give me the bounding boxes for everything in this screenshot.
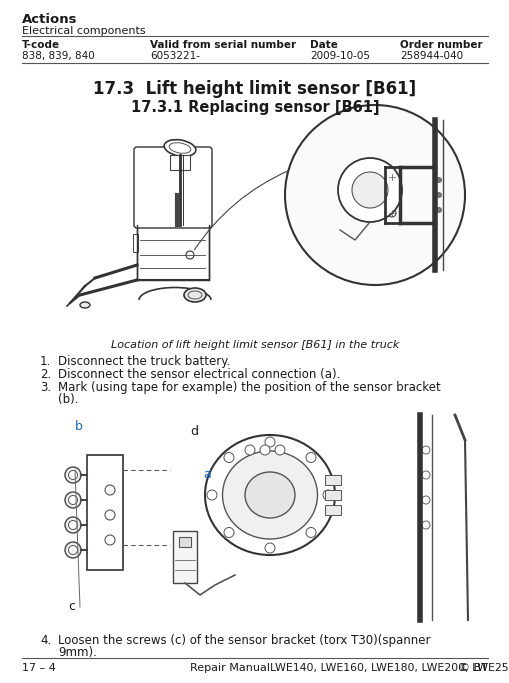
Circle shape <box>285 105 464 285</box>
Circle shape <box>68 520 77 529</box>
Text: Date: Date <box>309 40 337 50</box>
Circle shape <box>65 467 81 483</box>
Circle shape <box>265 437 274 447</box>
Circle shape <box>260 445 269 455</box>
Circle shape <box>421 496 429 504</box>
Circle shape <box>68 546 77 555</box>
Text: 17 – 4: 17 – 4 <box>22 663 56 673</box>
Text: Mark (using tape for example) the position of the sensor bracket: Mark (using tape for example) the positi… <box>58 381 440 394</box>
Circle shape <box>421 521 429 529</box>
Text: Loosen the screws (c) of the sensor bracket (torx T30)(spanner: Loosen the screws (c) of the sensor brac… <box>58 634 430 647</box>
Ellipse shape <box>80 302 90 308</box>
Text: 4.: 4. <box>40 634 51 647</box>
Text: 2009-10-05: 2009-10-05 <box>309 51 369 61</box>
Ellipse shape <box>169 143 190 153</box>
Text: Valid from serial number: Valid from serial number <box>150 40 296 50</box>
Circle shape <box>436 208 441 212</box>
Circle shape <box>244 445 254 455</box>
Circle shape <box>274 445 285 455</box>
Text: 3.: 3. <box>40 381 51 394</box>
Bar <box>324 475 341 485</box>
Bar <box>169 155 190 170</box>
Ellipse shape <box>184 288 206 302</box>
Text: (b).: (b). <box>58 393 78 406</box>
Circle shape <box>65 517 81 533</box>
Circle shape <box>387 209 395 217</box>
Text: 258944-040: 258944-040 <box>399 51 462 61</box>
Text: 17.3  Lift height limit sensor [B61]: 17.3 Lift height limit sensor [B61] <box>93 80 416 98</box>
Bar <box>324 505 341 515</box>
Text: 1.: 1. <box>40 355 51 368</box>
Ellipse shape <box>205 435 334 555</box>
Bar <box>173 531 196 583</box>
Text: Electrical components: Electrical components <box>22 26 146 36</box>
Circle shape <box>186 251 193 259</box>
Text: 9mm).: 9mm). <box>58 646 97 659</box>
Circle shape <box>337 158 401 222</box>
Circle shape <box>421 446 429 454</box>
Bar <box>324 490 341 500</box>
Circle shape <box>105 535 115 545</box>
Ellipse shape <box>222 451 317 539</box>
Text: Disconnect the truck battery.: Disconnect the truck battery. <box>58 355 230 368</box>
Text: a: a <box>203 468 210 481</box>
Ellipse shape <box>188 291 202 299</box>
Bar <box>133 234 138 252</box>
Circle shape <box>436 193 441 197</box>
Circle shape <box>68 495 77 505</box>
Circle shape <box>305 453 316 462</box>
Bar <box>87 455 123 570</box>
Circle shape <box>436 178 441 182</box>
Text: 838, 839, 840: 838, 839, 840 <box>22 51 95 61</box>
Text: Order number: Order number <box>399 40 482 50</box>
Text: Disconnect the sensor electrical connection (a).: Disconnect the sensor electrical connect… <box>58 368 340 381</box>
Text: LWE140, LWE160, LWE180, LWE200, LWE250: LWE140, LWE160, LWE180, LWE200, LWE250 <box>269 663 509 673</box>
Circle shape <box>68 471 77 479</box>
Text: T-code: T-code <box>22 40 60 50</box>
Text: 6053221-: 6053221- <box>150 51 200 61</box>
Text: d: d <box>190 425 197 438</box>
Circle shape <box>65 542 81 558</box>
Circle shape <box>65 492 81 508</box>
Circle shape <box>351 172 387 208</box>
Bar <box>179 537 191 547</box>
Bar <box>137 150 209 280</box>
Text: © BT: © BT <box>458 663 487 673</box>
Circle shape <box>105 510 115 520</box>
Ellipse shape <box>164 139 195 156</box>
Circle shape <box>105 485 115 495</box>
FancyBboxPatch shape <box>134 147 212 228</box>
Circle shape <box>322 490 332 500</box>
Circle shape <box>207 490 216 500</box>
Circle shape <box>387 173 395 181</box>
Circle shape <box>305 527 316 538</box>
Text: Repair Manual: Repair Manual <box>190 663 269 673</box>
Circle shape <box>265 543 274 553</box>
Ellipse shape <box>244 472 294 518</box>
Text: c: c <box>68 600 75 613</box>
Text: b: b <box>75 420 82 433</box>
Circle shape <box>421 471 429 479</box>
Circle shape <box>223 527 234 538</box>
Text: Location of lift height limit sensor [B61] in the truck: Location of lift height limit sensor [B6… <box>110 340 399 350</box>
Text: Actions: Actions <box>22 13 77 26</box>
Circle shape <box>223 453 234 462</box>
Text: 17.3.1 Replacing sensor [B61]: 17.3.1 Replacing sensor [B61] <box>130 100 379 115</box>
Text: 2.: 2. <box>40 368 51 381</box>
